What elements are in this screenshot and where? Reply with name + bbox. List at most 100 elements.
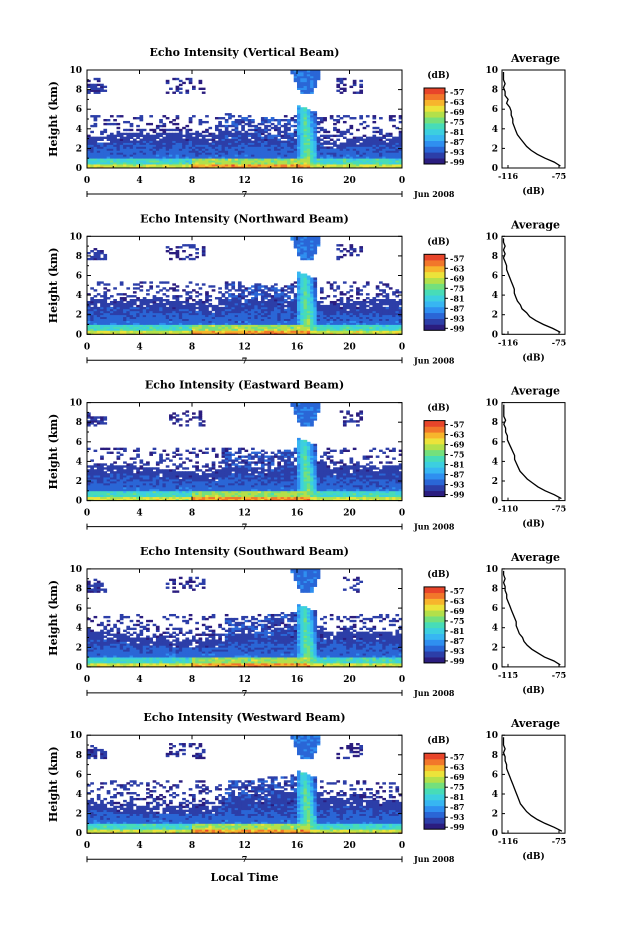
colorbar-segment (424, 117, 445, 123)
heatmap-cell (350, 252, 354, 254)
colorbar-segment (424, 146, 445, 152)
heatmap-cell (366, 125, 370, 127)
heatmap-cell (120, 293, 124, 295)
heatmap-cell (350, 289, 354, 291)
heatmap-cell (153, 135, 157, 137)
heatmap-cell (90, 465, 94, 467)
heatmap-cell (382, 289, 386, 291)
heatmap-cell (386, 143, 390, 145)
heatmap-cell (166, 281, 170, 283)
heatmap-cell (372, 135, 376, 137)
heatmap-cell (300, 107, 304, 109)
heatmap-cell (189, 117, 193, 119)
heatmap-cell (185, 285, 189, 287)
heatmap-cell (195, 311, 199, 313)
heatmap-cell (359, 84, 363, 86)
heatmap-cell (320, 135, 324, 137)
heatmap-cell (267, 299, 271, 301)
colorbar-tick-label: -81 (450, 293, 464, 303)
heatmap-cell (133, 457, 137, 459)
heatmap-cell (323, 297, 327, 299)
x-tick-label: 16 (291, 176, 304, 186)
heatmap-cell (336, 144, 340, 146)
y-axis-label: Height (km) (47, 81, 60, 157)
heatmap-cell (235, 119, 239, 121)
heatmap-cell (248, 133, 252, 135)
x-tick-label: 12 (238, 342, 251, 352)
heatmap-cell (382, 295, 386, 297)
heatmap-cell (136, 129, 140, 131)
heatmap-cell (323, 146, 327, 148)
colorbar-segment (424, 158, 445, 164)
profile-y-tick-label: 2 (492, 311, 498, 321)
colorbar-segment (424, 295, 445, 301)
heatmap-cell (94, 78, 98, 80)
heatmap-cell (350, 295, 354, 297)
heatmap-cell (123, 297, 127, 299)
heatmap-cell (353, 281, 357, 283)
heatmap-cell (359, 123, 363, 125)
heatmap-cell (258, 301, 262, 303)
heatmap-cell (94, 299, 98, 301)
heatmap-cell (353, 248, 357, 250)
colorbar-segment (424, 88, 445, 94)
x-tick-label: 8 (189, 176, 195, 186)
heatmap-cell (133, 133, 137, 135)
y-tick-label: 2 (76, 311, 82, 321)
heatmap-cells (87, 236, 402, 334)
heatmap-cell (228, 125, 232, 127)
heatmap-cell (117, 139, 121, 141)
panel-title: Echo Intensity (Northward Beam) (140, 212, 349, 225)
heatmap-cell (195, 256, 199, 258)
heatmap-cell (281, 131, 285, 133)
heatmap-cell (284, 289, 288, 291)
x-tick-label: 0 (84, 176, 90, 186)
heatmap-cell (143, 467, 147, 469)
profile-y-tick-label: 10 (485, 66, 498, 76)
colorbar-label: (dB) (427, 236, 449, 247)
heatmap-cell (372, 131, 376, 133)
heatmap-cell (146, 299, 150, 301)
heatmap-cell (97, 307, 101, 309)
heatmap-cell (231, 121, 235, 123)
heatmap-cell (333, 281, 337, 283)
heatmap-cell (317, 121, 321, 123)
heatmap-cell (386, 133, 390, 135)
heatmap-cell (159, 289, 163, 291)
heatmap-cell (172, 119, 176, 121)
heatmap-cell (356, 301, 360, 303)
heatmap-cell (363, 139, 367, 141)
heatmap-cell (149, 299, 153, 301)
colorbar-segment (424, 260, 445, 266)
heatmap-cell (336, 244, 340, 246)
heatmap-cell (159, 469, 163, 471)
heatmap-cell (222, 117, 226, 119)
heatmap-cell (340, 297, 344, 299)
heatmap-cell (245, 123, 249, 125)
heatmap-cell (120, 281, 124, 283)
heatmap-cell (333, 148, 337, 150)
heatmap-cell (202, 121, 206, 123)
heatmap-cell (277, 119, 281, 121)
heatmap-cell (162, 303, 166, 305)
heatmap-cell (254, 283, 258, 285)
heatmap-cell (340, 92, 344, 94)
heatmap-cell (363, 127, 367, 129)
heatmap-cell (382, 141, 386, 143)
heatmap-cell (162, 137, 166, 139)
heatmap-cell (199, 287, 203, 289)
heatmap-cell (185, 256, 189, 258)
heatmap-cell (225, 125, 229, 127)
heatmap-cell (97, 137, 101, 139)
heatmap-cell (166, 80, 170, 82)
heatmap-cell (336, 119, 340, 121)
heatmap-cell (169, 129, 173, 131)
heatmap-cell (359, 246, 363, 248)
panel-3: Echo Intensity (Eastward Beam)0246810Hei… (47, 379, 566, 532)
heatmap-cell (103, 287, 107, 289)
heatmap-cell (133, 307, 137, 309)
heatmap-cell (103, 254, 107, 256)
profile-y-tick-label: 8 (492, 252, 498, 262)
heatmap-cell (271, 135, 275, 137)
heatmap-cell (90, 307, 94, 309)
